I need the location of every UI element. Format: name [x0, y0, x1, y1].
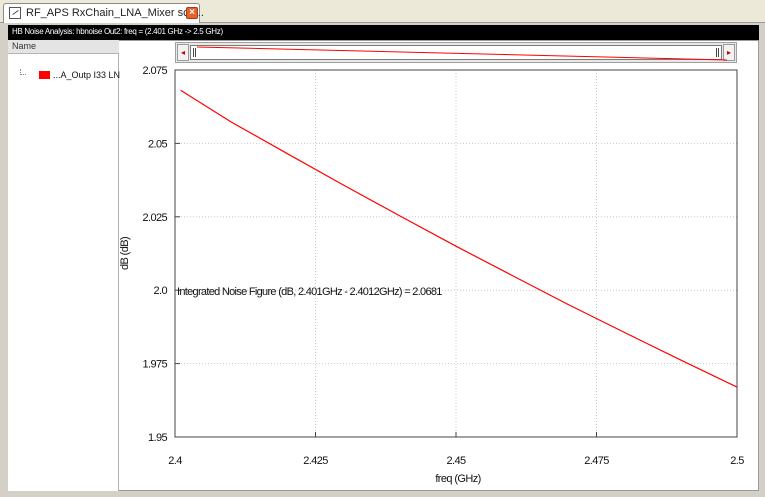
x-tick-label: 2.475	[584, 455, 609, 467]
chart-ticks: 2.4 2.425 2.45 2.475 2.5 1.95 1.975 2.0 2.025 2.0…	[142, 65, 744, 467]
slider-left-grip-icon[interactable]	[193, 48, 196, 57]
y-tick-label: 1.975	[142, 359, 167, 371]
plot-panel	[8, 40, 759, 491]
series-line[interactable]	[180, 89, 738, 388]
tab-schematic-waveform[interactable]: RF_APS RxChain_LNA_Mixer sch... ×	[3, 3, 204, 23]
y-tick-label: 2.025	[142, 212, 167, 224]
legend-header-label: Name	[12, 41, 37, 51]
legend-swatch[interactable]	[39, 71, 50, 79]
legend-panel: Name ...A_Outp I33 LN	[8, 40, 121, 491]
y-tick-label: 2.0	[154, 285, 168, 297]
legend-item-label[interactable]: ...A_Outp I33 LN	[53, 70, 121, 80]
legend-header[interactable]: Name	[8, 40, 119, 54]
slider-right-grip-icon[interactable]	[716, 48, 719, 57]
chart-grid	[174, 69, 738, 438]
x-tick-label: 2.45	[446, 455, 465, 467]
y-tick-label: 2.075	[142, 65, 167, 77]
x-tick-label: 2.5	[730, 455, 744, 467]
y-tick-label: 2.05	[148, 138, 167, 150]
close-icon[interactable]: ×	[186, 7, 198, 19]
integrated-noise-figure-annotation: Integrated Noise Figure (dB, 2.401GHz - …	[177, 286, 442, 298]
y-tick-label: 1.95	[148, 432, 167, 444]
chart-series	[180, 89, 738, 388]
y-axis-label: dB (dB)	[119, 237, 131, 270]
tab-title: RF_APS RxChain_LNA_Mixer sch...	[26, 7, 204, 19]
x-tick-label: 2.4	[168, 455, 182, 467]
slider-overview-trace	[196, 46, 728, 61]
slider-left-button[interactable]: ◂	[177, 44, 189, 61]
x-tick-label: 2.425	[303, 455, 328, 467]
zoom-slider[interactable]: ◂ ▸	[175, 42, 737, 63]
analysis-title-bar: HB Noise Analysis: hbnoise Out2: freq = …	[8, 25, 759, 40]
slider-right-button[interactable]: ▸	[723, 44, 735, 61]
tree-connector-icon	[20, 69, 26, 75]
analysis-title: HB Noise Analysis: hbnoise Out2: freq = …	[12, 27, 223, 36]
schematic-icon	[9, 7, 21, 19]
x-axis-label: freq (GHz)	[435, 473, 480, 485]
tab-strip: RF_APS RxChain_LNA_Mixer sch... ×	[0, 0, 765, 23]
